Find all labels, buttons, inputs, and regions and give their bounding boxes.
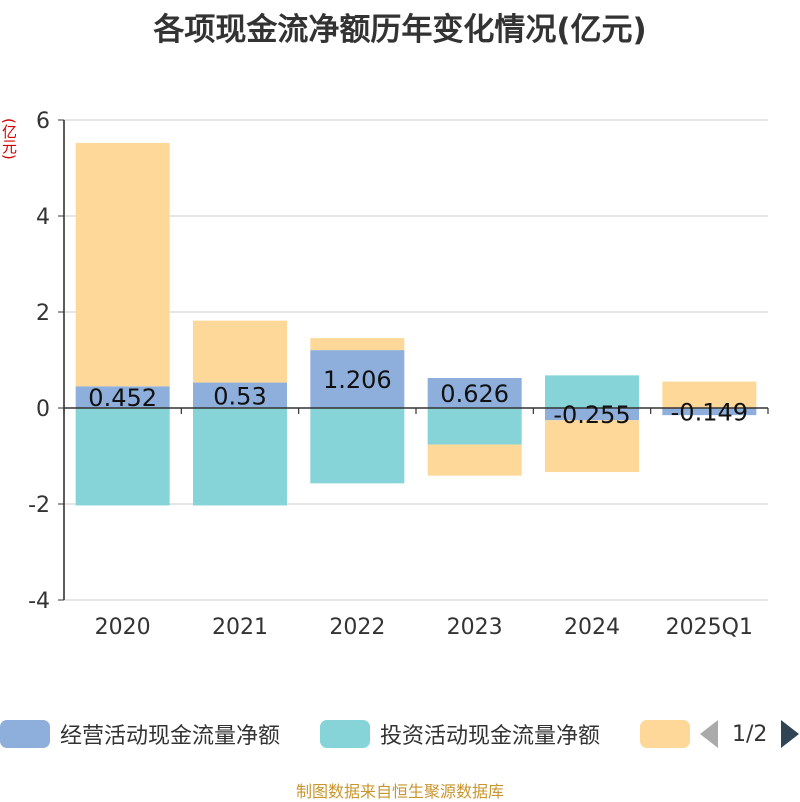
data-label-operating-2021: 0.53 [213,382,266,410]
x-tick-label: 2021 [212,615,268,640]
data-label-operating-2022: 1.206 [323,366,392,394]
bar-operating-2021 [193,382,287,408]
bar-third-2021 [193,320,287,383]
y-tick-label: 4 [36,205,50,230]
bar-operating-2023 [427,377,522,408]
legend-swatch-operating [0,720,50,748]
bars [75,142,757,506]
bar-investing-2020 [75,408,170,506]
page-prev-icon[interactable] [700,720,718,748]
y-tick-label: -2 [28,493,50,518]
bar-third-2022 [310,338,405,351]
x-tick-label: 2023 [447,615,503,640]
bar-third-2020 [75,142,170,387]
legend-item-investing[interactable]: 投资活动现金流量净额 [320,716,600,752]
y-tick-label: 0 [36,397,50,422]
bar-third-2025Q1 [662,381,757,408]
data-source-note: 制图数据来自恒生聚源数据库 [295,782,504,801]
bar-chart: -4 -2 0 2 4 6 2020 2021 2022 2023 2024 2025Q1 0.452… [28,109,769,640]
data-label-operating-2020: 0.452 [88,384,157,412]
x-tick-label: 2025Q1 [666,615,753,640]
legend-swatch-investing [320,720,370,748]
bar-investing-2024 [545,375,639,408]
legend-item-third[interactable] [640,716,690,752]
data-label-operating-2023: 0.626 [440,380,509,408]
page-indicator: 1/2 [732,721,768,747]
legend-label-investing: 投资活动现金流量净额 [380,724,601,749]
y-tick-label: -4 [28,589,50,614]
bar-investing-2023 [427,408,522,445]
chart-title: 各项现金流净额历年变化情况(亿元) [153,12,647,48]
axes: -4 -2 0 2 4 6 2020 2021 2022 2023 2024 2025Q1 [28,109,769,640]
grid-lines [64,119,768,601]
data-label-operating-2024: -0.255 [553,401,630,429]
bar-operating-2020 [75,386,170,408]
bar-third-2024 [545,420,639,473]
page-next-icon[interactable] [781,720,800,748]
legend-item-operating[interactable]: 经营活动现金流量净额 [0,716,280,752]
data-labels: 0.452 0.53 1.206 0.626 -0.255 -0.149 [88,366,748,429]
bar-operating-2024 [545,408,639,421]
x-tick-label: 2020 [95,615,151,640]
y-tick-label: 2 [36,301,50,326]
x-tick-label: 2024 [564,615,620,640]
bar-operating-2025Q1 [662,408,757,416]
y-axis-unit-label: (亿元) [0,118,18,160]
bar-third-2023 [427,444,522,476]
x-tick-label: 2022 [329,615,385,640]
legend-label-operating: 经营活动现金流量净额 [60,724,281,749]
legend-swatch-third [640,720,690,748]
bar-investing-2022 [310,408,405,484]
bar-investing-2021 [193,408,287,506]
y-tick-label: 6 [36,109,50,134]
data-label-operating-2025Q1: -0.149 [671,399,748,427]
legend-pager: 1/2 [700,716,800,752]
bar-operating-2022 [310,350,405,408]
legend: 经营活动现金流量净额 投资活动现金流量净额 [0,716,800,752]
